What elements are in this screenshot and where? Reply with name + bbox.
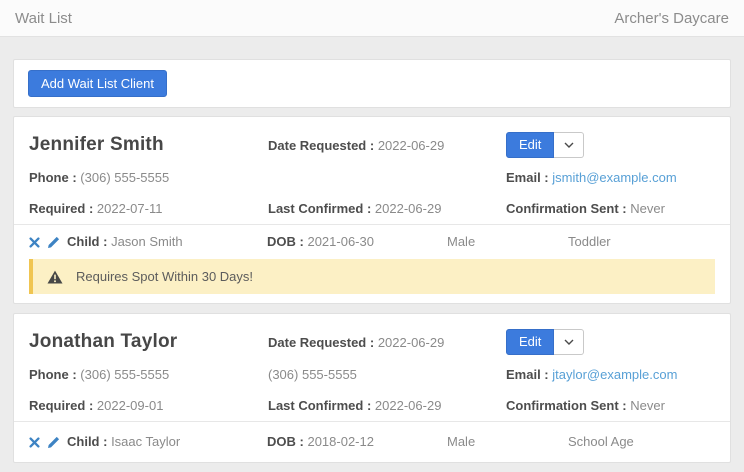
wait-list-client-card: Jennifer Smith Date Requested : 2022-06-… [13, 116, 731, 304]
toolbar-panel: Add Wait List Client [13, 59, 731, 108]
child-gender: Male [447, 234, 476, 249]
client-name: Jennifer Smith [29, 134, 164, 155]
account-name: Archer's Daycare [614, 9, 729, 27]
remove-child-button[interactable] [29, 436, 40, 448]
pencil-icon [48, 436, 60, 448]
child-name: Child : Jason Smith [67, 234, 183, 249]
email-link[interactable]: jtaylor@example.com [552, 367, 678, 382]
required-date: Required : 2022-07-11 [29, 201, 163, 216]
edit-dropdown-toggle[interactable] [554, 132, 585, 158]
client-phone: Phone : (306) 555-5555 [29, 367, 170, 382]
edit-button[interactable]: Edit [506, 329, 555, 355]
child-age-group: Toddler [568, 234, 611, 249]
child-dob: DOB : 2021-06-30 [267, 234, 374, 249]
edit-button-group: Edit [506, 329, 715, 355]
client-card-body: Jennifer Smith Date Requested : 2022-06-… [14, 117, 730, 224]
confirmation-sent: Confirmation Sent : Never [506, 201, 665, 216]
date-requested: Date Requested : 2022-06-29 [268, 334, 445, 350]
client-email: Email : jsmith@example.com [506, 170, 677, 185]
child-name: Child : Isaac Taylor [67, 434, 181, 449]
client-email: Email : jtaylor@example.com [506, 367, 678, 382]
child-row: Child : Jason Smith DOB : 2021-06-30 Mal… [14, 224, 730, 259]
child-dob: DOB : 2018-02-12 [267, 434, 374, 449]
top-bar: Wait List Archer's Daycare [0, 0, 744, 37]
email-link[interactable]: jsmith@example.com [552, 170, 677, 185]
date-requested: Date Requested : 2022-06-29 [268, 137, 445, 153]
client-phone-2: (306) 555-5555 [268, 367, 357, 382]
pencil-icon [48, 236, 60, 248]
confirmation-sent: Confirmation Sent : Never [506, 398, 665, 413]
last-confirmed: Last Confirmed : 2022-06-29 [268, 201, 442, 216]
client-phone: Phone : (306) 555-5555 [29, 170, 170, 185]
remove-child-button[interactable] [29, 236, 40, 248]
client-name: Jonathan Taylor [29, 331, 178, 352]
chevron-down-icon [564, 142, 574, 148]
client-card-body: Jonathan Taylor Date Requested : 2022-06… [14, 314, 730, 421]
edit-child-button[interactable] [47, 236, 60, 249]
edit-button[interactable]: Edit [506, 132, 555, 158]
wait-list-client-card: Jonathan Taylor Date Requested : 2022-06… [13, 313, 731, 463]
warning-banner: Requires Spot Within 30 Days! [29, 259, 715, 294]
child-age-group: School Age [568, 434, 634, 449]
edit-button-group: Edit [506, 132, 715, 158]
child-gender: Male [447, 434, 476, 449]
edit-child-button[interactable] [47, 436, 60, 449]
warning-text: Requires Spot Within 30 Days! [76, 269, 254, 284]
page-title: Wait List [15, 9, 72, 27]
x-remove-icon [29, 436, 40, 448]
x-remove-icon [29, 236, 40, 248]
chevron-down-icon [564, 339, 574, 345]
child-row: Child : Isaac Taylor DOB : 2018-02-12 Ma… [14, 421, 730, 462]
add-wait-list-client-button[interactable]: Add Wait List Client [28, 70, 167, 97]
main-content: Add Wait List Client Jennifer Smith Date… [0, 37, 744, 463]
last-confirmed: Last Confirmed : 2022-06-29 [268, 398, 442, 413]
required-date: Required : 2022-09-01 [29, 398, 164, 413]
edit-dropdown-toggle[interactable] [554, 329, 585, 355]
warning-triangle-icon [47, 270, 63, 283]
